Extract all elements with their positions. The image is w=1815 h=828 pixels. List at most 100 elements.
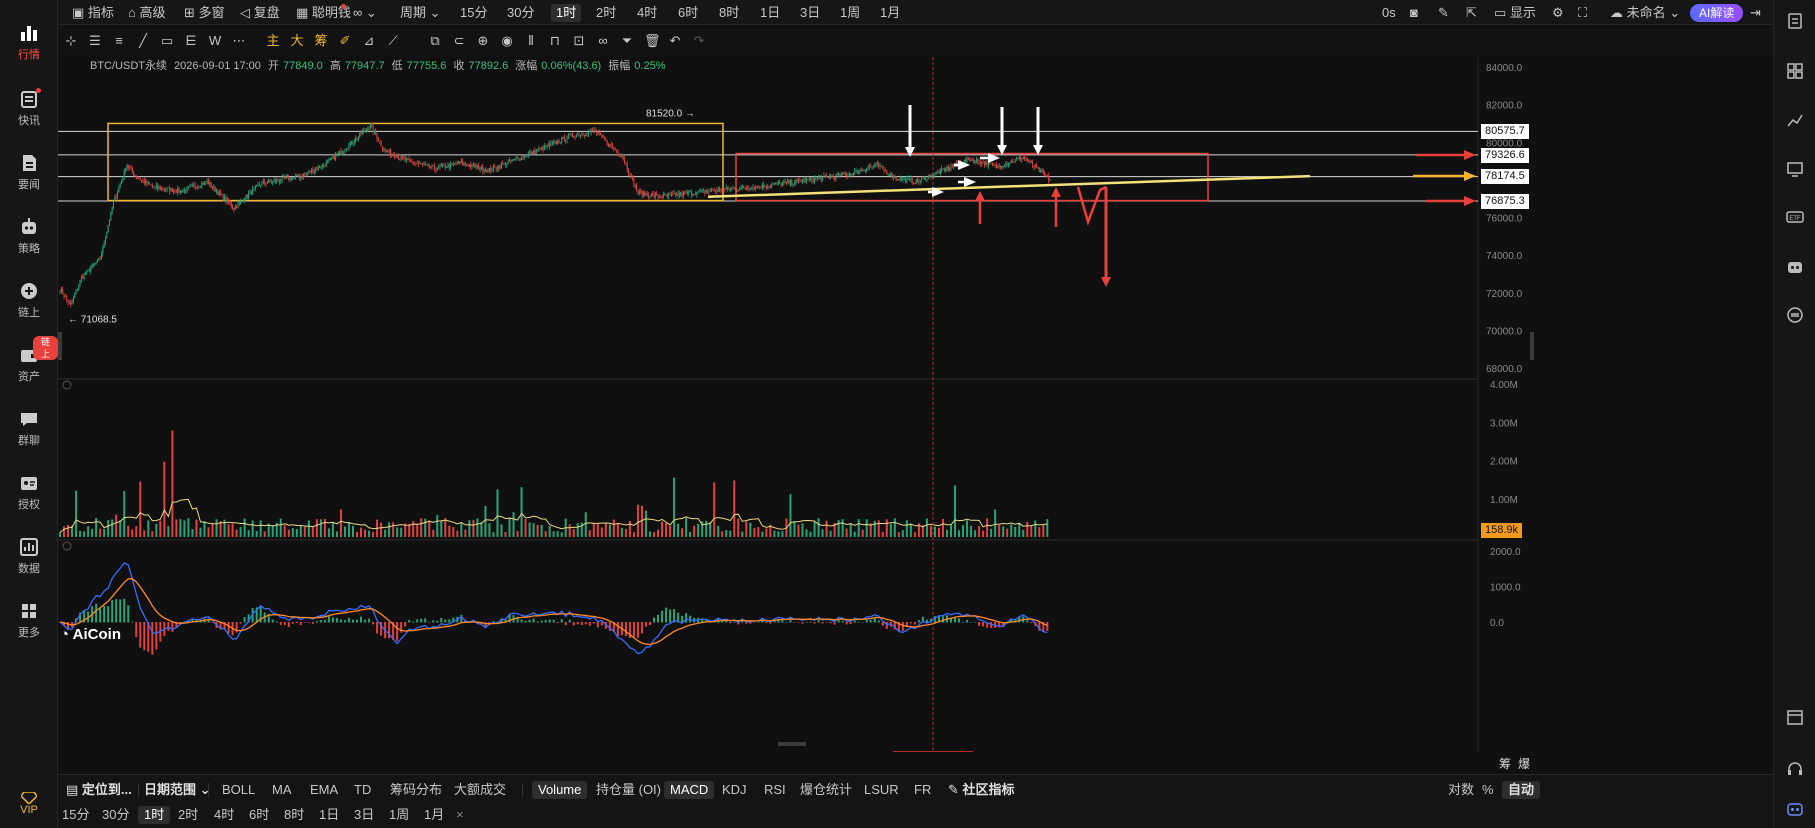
sidebar-item-strategy[interactable]: 策略 [0,212,58,268]
quick-interval-1h[interactable]: 1时 [138,806,171,824]
sidebar-item-more[interactable]: 更多 [0,596,58,652]
sub-indicator-oi[interactable]: 持仓量 (OI) [596,782,661,797]
sub-indicator-lsur[interactable]: LSUR [864,782,899,797]
advanced-button[interactable]: ⌂ 高级 [128,5,166,20]
sidebar-item-onchain[interactable]: 链上 [0,276,58,332]
sidebar-item-headlines[interactable]: 要闻 [0,148,58,204]
screenshot-icon[interactable]: ⊡ [573,33,585,48]
liquidation-toggle[interactable]: 爆 [1518,757,1531,771]
sub-indicator-kdj[interactable]: KDJ [722,782,747,797]
ruler-angle-tool-icon[interactable]: ⊿ [363,33,375,48]
pen-icon[interactable]: ✎ [1438,5,1449,20]
collapse-icon[interactable]: ⇥ [1750,5,1761,20]
replay-button[interactable]: ◁ 复盘 [240,5,280,20]
sidebar-item-assets[interactable]: 链上 资产 [0,336,58,396]
monitor-icon[interactable] [1786,160,1804,178]
copy-icon[interactable]: ⧉ [430,33,440,48]
interval-6h[interactable]: 6时 [678,5,699,20]
period-dropdown[interactable]: 周期 ⌄ [400,5,441,20]
interval-2h[interactable]: 2时 [596,5,617,20]
trend-icon[interactable] [1786,110,1804,128]
robot-assistant-icon[interactable] [1786,800,1804,818]
fullscreen-icon[interactable]: ⛶ [1578,5,1588,20]
quick-interval-2h[interactable]: 2时 [178,807,199,822]
sub-indicator-macd[interactable]: MACD [664,781,715,799]
trendline-tool-icon[interactable]: ╱ [139,33,147,48]
indicator-boll[interactable]: BOLL [222,782,256,797]
display-button[interactable]: ▭ 显示 [1494,5,1536,20]
smart-money-button[interactable]: ▦ 聪明钱 [296,5,351,20]
interval-30m[interactable]: 30分 [507,5,535,20]
quick-interval-1d[interactable]: 1日 [319,807,340,822]
glasses-toggle[interactable]: ∞ ⌄ [353,4,377,22]
indicator-ema[interactable]: EMA [310,782,339,797]
wave-tool-icon[interactable]: W [208,33,222,48]
order-book-icon[interactable] [1786,12,1804,30]
camera-icon[interactable]: ◙ [1410,5,1418,20]
date-range-button[interactable]: 日期范围 ⌄ [144,782,211,797]
log-scale-toggle[interactable]: 对数 [1448,782,1475,797]
close-quickbar-icon[interactable]: × [456,807,464,822]
multi-window-button[interactable]: ⊞ 多窗 [184,5,225,20]
sidebar-item-newsflash[interactable]: 快讯 [0,84,58,140]
quick-interval-3d[interactable]: 3日 [354,807,375,822]
etf-icon[interactable]: ETF [1786,208,1804,226]
quick-interval-8h[interactable]: 8时 [284,807,305,822]
sidebar-item-authorize[interactable]: 授权 [0,468,58,524]
bot-icon[interactable] [1786,258,1804,276]
sub-indicator-fr[interactable]: FR [914,782,932,797]
layout-name-dropdown[interactable]: ☁ 未命名 ⌄ [1610,5,1681,20]
price-chart[interactable]: 2026-08-31 07:0081520.0 →← 71068.5 84000… [58,57,1773,752]
vip-button[interactable]: VIP [0,792,58,826]
quick-interval-15m[interactable]: 15分 [62,807,90,822]
eye-icon[interactable]: ◉ [501,33,513,48]
more-tools-icon[interactable]: ⋯ [232,33,246,48]
interval-4h[interactable]: 4时 [637,5,658,20]
trash-icon[interactable]: 🗑 [644,33,661,48]
share-icon[interactable]: ⇱ [1466,5,1477,20]
swap-icon[interactable] [1786,306,1804,324]
settings-icon[interactable]: ⚙ [1552,5,1564,20]
indicator-ma[interactable]: MA [272,782,292,797]
sub-indicator-volume[interactable]: Volume [532,781,588,799]
zoom-icon[interactable]: ⊕ [477,33,489,48]
horizontal-line-tool-icon[interactable]: ☰ [89,33,101,48]
draw-edit-tool-icon[interactable]: ✐ [339,33,351,48]
main-chart-tool[interactable]: 主 [266,33,280,48]
sidebar-item-groupchat[interactable]: 群聊 [0,404,58,460]
fib-tool-icon[interactable]: ⋿ [185,33,197,48]
interval-1d[interactable]: 1日 [760,5,781,20]
calendar-icon[interactable] [1786,708,1804,726]
headset-icon[interactable] [1786,760,1804,778]
indicator-chip-distribution[interactable]: 筹码分布 [390,782,443,797]
indicator-button[interactable]: ▣ 指标 [72,5,114,20]
quick-interval-1w[interactable]: 1周 [389,807,410,822]
columns-icon[interactable]: ⫴ [528,33,534,48]
quick-interval-1mo[interactable]: 1月 [424,807,445,822]
indicator-large-trades[interactable]: 大额成交 [454,782,507,797]
interval-3d[interactable]: 3日 [800,5,821,20]
sub-indicator-rsi[interactable]: RSI [764,782,786,797]
grid-icon[interactable] [1786,62,1804,80]
big-tool[interactable]: 大 [290,33,304,48]
sub-indicator-liquidation[interactable]: 爆仓统计 [800,782,853,797]
chip-tool[interactable]: 筹 [314,33,328,48]
crosshair-tool-icon[interactable]: ⊹ [65,33,77,48]
magnet-icon[interactable]: ⊂ [453,33,465,48]
community-indicator-button[interactable]: ✎ 社区指标 [948,782,1015,797]
interval-1w[interactable]: 1周 [840,5,861,20]
lock-icon[interactable]: ⊓ [549,33,561,48]
sidebar-item-market[interactable]: 行情 [0,18,58,74]
redo-icon[interactable]: ↷ [693,33,705,48]
locate-to-button[interactable]: ▤ 定位到... [66,782,132,797]
sidebar-item-data[interactable]: 数据 [0,532,58,588]
undo-icon[interactable]: ↶ [669,33,681,48]
filter-icon[interactable]: ⏷ [621,33,633,48]
auto-scale-toggle[interactable]: 自动 [1502,781,1541,799]
percent-scale-toggle[interactable]: % [1482,782,1494,797]
brush-tool-icon[interactable]: ⟋ [388,33,398,48]
quick-interval-6h[interactable]: 6时 [249,807,270,822]
indicator-td[interactable]: TD [354,782,372,797]
interval-1h[interactable]: 1时 [551,4,582,22]
chip-toggle[interactable]: 筹 [1499,757,1512,771]
